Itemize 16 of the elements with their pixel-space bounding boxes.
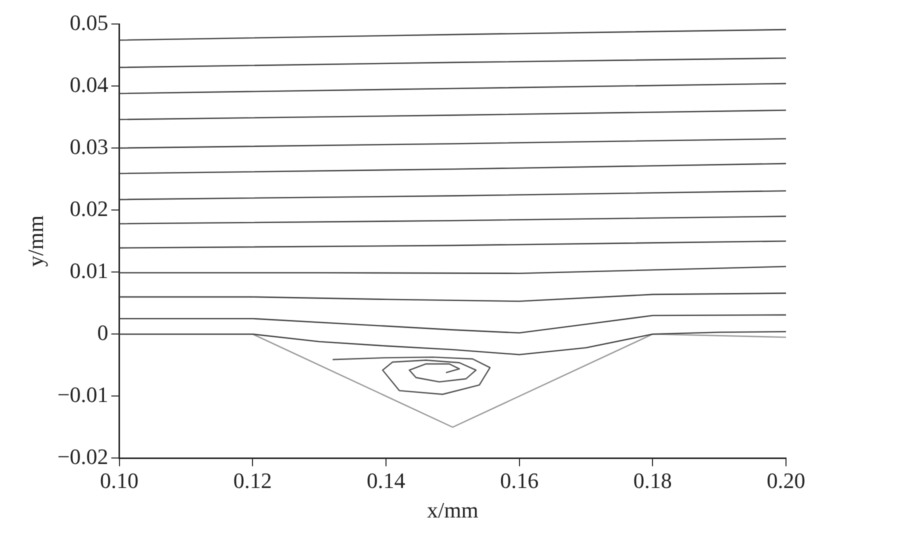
x-tick-label: 0.18 — [633, 468, 672, 494]
y-tick-label: 0.01 — [70, 258, 108, 283]
x-tick-label: 0.12 — [233, 468, 272, 494]
y-tick-label: −0.01 — [57, 382, 108, 407]
x-tick-label: 0.20 — [766, 468, 806, 494]
x-tick-label: 0.10 — [100, 468, 139, 494]
y-tick-label: −0.02 — [57, 444, 108, 469]
y-tick-label: 0.03 — [70, 134, 108, 159]
y-tick-label: 0.02 — [70, 196, 108, 221]
x-tick-label: 0.14 — [366, 468, 406, 494]
y-axis-title: y/mm — [22, 215, 48, 267]
y-tick-label: 0.05 — [70, 10, 108, 35]
x-axis-title: x/mm — [426, 498, 478, 523]
y-tick-label: 0 — [97, 320, 108, 345]
y-tick-label: 0.04 — [70, 72, 108, 97]
x-tick-label: 0.16 — [500, 468, 539, 494]
